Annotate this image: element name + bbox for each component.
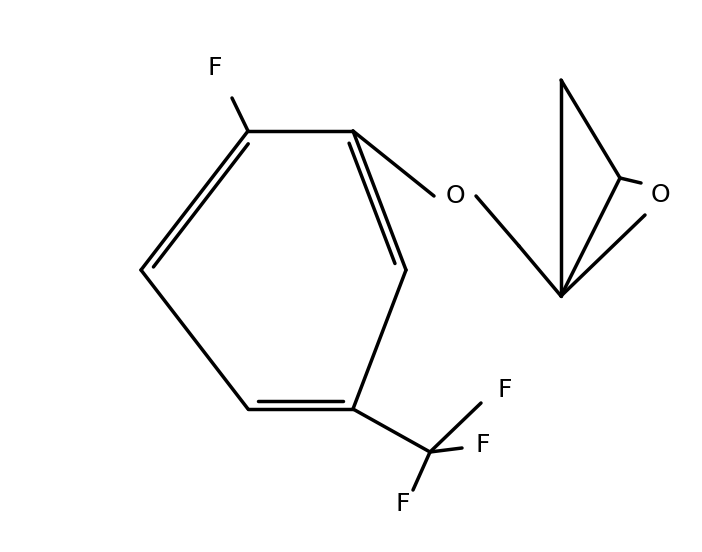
Text: O: O <box>445 184 465 208</box>
Text: F: F <box>208 56 223 80</box>
Text: F: F <box>497 378 512 402</box>
Text: O: O <box>650 183 670 207</box>
Text: F: F <box>475 433 489 457</box>
Text: F: F <box>396 492 410 516</box>
